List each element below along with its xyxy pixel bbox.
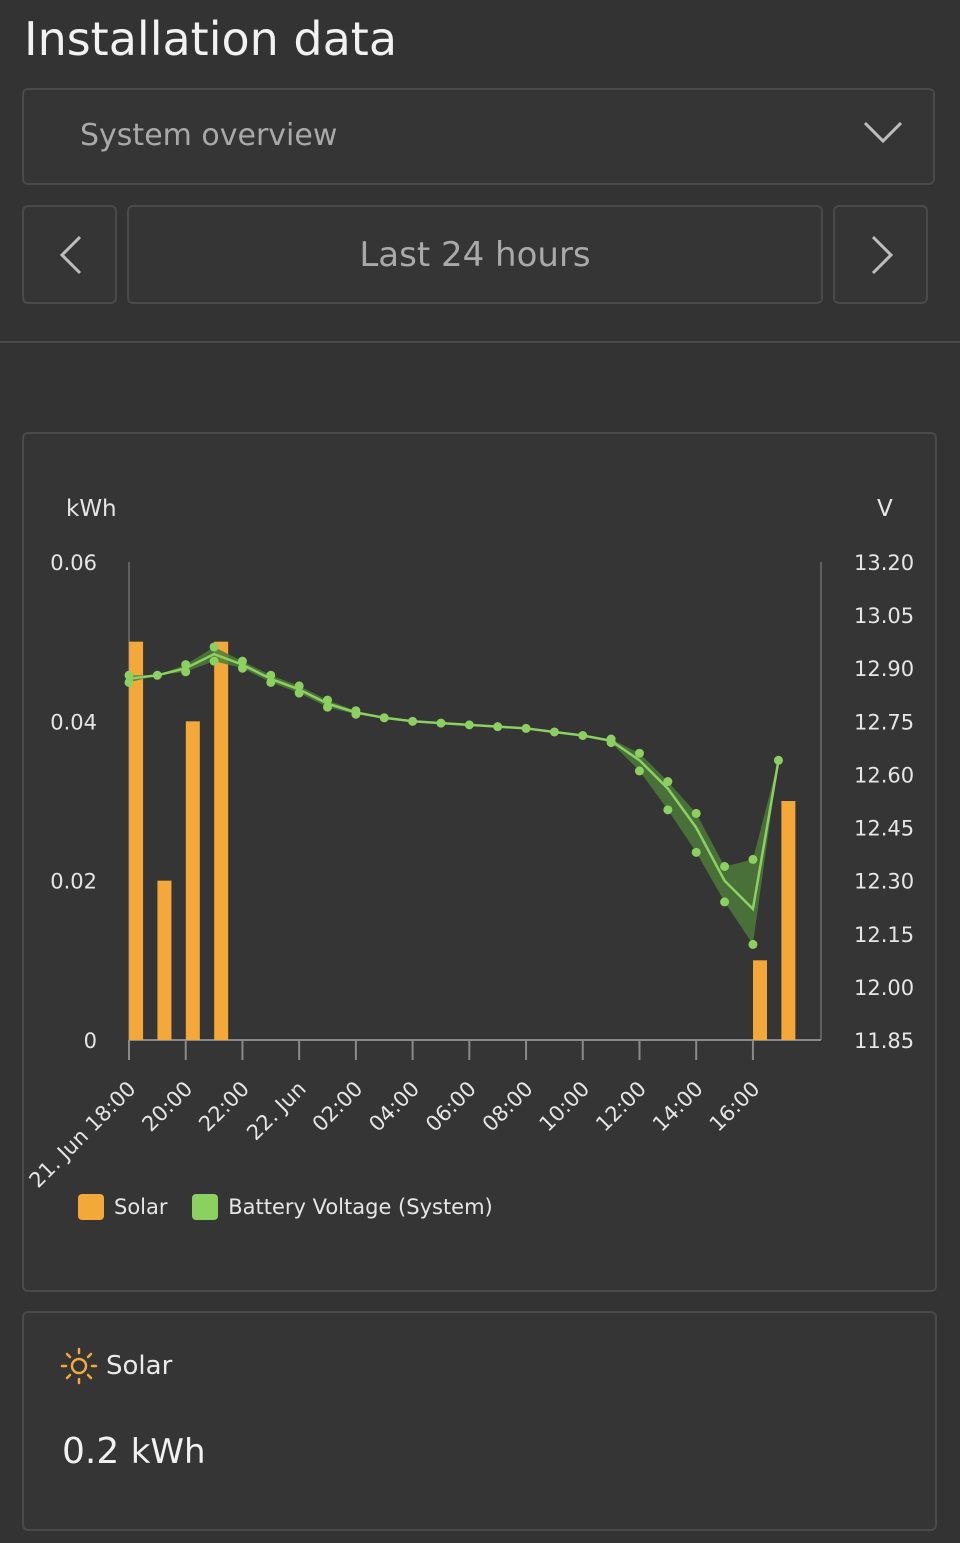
y-right-tick-label: 12.30: [854, 870, 914, 894]
legend-item-battery[interactable]: Battery Voltage (System): [192, 1194, 493, 1220]
battery-voltage-max-point: [266, 670, 276, 680]
x-tick-label: 12:00: [591, 1077, 651, 1137]
chart-legend: Solar Battery Voltage (System): [78, 1194, 511, 1225]
battery-voltage-max-point: [181, 660, 191, 670]
battery-voltage-max-point: [294, 681, 304, 691]
y-left-axis-title: kWh: [66, 496, 117, 522]
battery-voltage-min-point: [124, 677, 134, 687]
next-period-button[interactable]: [833, 205, 928, 304]
x-tick-label: 14:00: [648, 1077, 708, 1137]
divider: [0, 341, 960, 343]
legend-label-battery: Battery Voltage (System): [228, 1195, 493, 1219]
battery-voltage-max-point: [323, 695, 333, 705]
battery-voltage-max-point: [152, 670, 162, 680]
battery-voltage-max-point: [464, 720, 474, 730]
battery-voltage-max-point: [436, 718, 446, 728]
battery-voltage-max-point: [124, 670, 134, 680]
page-title: Installation data: [24, 12, 398, 66]
y-right-tick-label: 12.90: [854, 657, 914, 681]
summary-number: 0.2: [62, 1431, 120, 1472]
battery-voltage-min-point: [294, 688, 304, 698]
sun-icon: [60, 1347, 98, 1389]
view-select-value: System overview: [80, 118, 338, 153]
legend-swatch-battery: [192, 1194, 219, 1220]
chart: kWh V 0 0.02 0.04 0.06 11.85 12.00 12.15 12.30 12.…: [25, 496, 915, 1193]
x-tick-label: 02:00: [308, 1077, 368, 1137]
chevron-right-icon: [871, 235, 894, 275]
x-tick-label: 20:00: [137, 1077, 197, 1137]
y-right-tick-label: 12.45: [854, 817, 914, 841]
y-left-tick-label: 0.04: [50, 710, 97, 734]
battery-voltage-max-point: [493, 722, 503, 732]
battery-voltage-max-point: [663, 777, 673, 787]
x-tick-label: 21. Jun 18:00: [25, 1077, 141, 1193]
battery-voltage-min-point: [266, 677, 276, 687]
battery-voltage-max-point: [691, 808, 701, 818]
y-right-tick-label: 12.60: [854, 763, 914, 787]
y-left-tick-label: 0: [84, 1029, 97, 1053]
solar-bar: [753, 960, 768, 1040]
battery-voltage-min-point: [720, 897, 730, 907]
chevron-left-icon: [59, 235, 82, 275]
battery-voltage-min-point: [663, 805, 673, 815]
view-select[interactable]: System overview: [22, 88, 935, 185]
battery-voltage-max-point: [720, 862, 730, 872]
legend-label-solar: Solar: [114, 1195, 168, 1219]
battery-voltage-line: [128, 652, 780, 912]
y-right-tick-label: 12.00: [854, 976, 914, 1000]
battery-voltage-min-point: [691, 847, 701, 857]
x-tick-label: 08:00: [478, 1077, 538, 1137]
battery-voltage-max-point: [773, 755, 783, 765]
battery-voltage-min-point: [748, 939, 758, 949]
x-tick-label: 10:00: [535, 1077, 595, 1137]
battery-voltage-max-point: [578, 730, 588, 740]
solar-bar: [185, 721, 200, 1040]
y-right-tick-label: 12.75: [854, 710, 914, 734]
x-tick-label: 22. Jun: [242, 1077, 311, 1146]
y-right-tick-label: 13.05: [854, 604, 914, 628]
y-right-tick-label: 11.85: [854, 1029, 914, 1053]
summary-label: Solar: [106, 1351, 173, 1381]
y-right-tick-label: 13.20: [854, 551, 914, 575]
battery-voltage-min-point: [606, 738, 616, 748]
legend-swatch-solar: [78, 1194, 104, 1220]
solar-bar: [129, 641, 144, 1040]
y-left-tick-label: 0.02: [50, 870, 97, 894]
battery-voltage-max-point: [634, 748, 644, 758]
battery-voltage-min-point: [323, 702, 333, 712]
period-label: Last 24 hours: [127, 205, 823, 304]
chart-card: kWh V 0 0.02 0.04 0.06 11.85 12.00 12.15 12.30 12.…: [22, 432, 937, 1292]
battery-voltage-max-point: [748, 854, 758, 864]
battery-voltage-max-point: [379, 713, 389, 723]
x-tick-label: 06:00: [421, 1077, 481, 1137]
battery-voltage-min-point: [209, 656, 219, 666]
chevron-down-icon: [863, 120, 903, 148]
solar-summary-card: Solar 0.2 kWh: [22, 1311, 937, 1531]
y-right-axis-title: V: [877, 496, 893, 522]
battery-voltage-max-point: [408, 716, 418, 726]
previous-period-button[interactable]: [22, 205, 117, 304]
battery-voltage-max-point: [521, 723, 531, 733]
x-tick-label: 16:00: [705, 1077, 765, 1137]
battery-voltage-min-point: [351, 709, 361, 719]
solar-bar: [214, 641, 229, 1040]
summary-value: 0.2 kWh: [62, 1431, 206, 1472]
battery-voltage-min-point: [634, 766, 644, 776]
battery-voltage-max-point: [549, 727, 559, 737]
legend-item-solar[interactable]: Solar: [78, 1194, 168, 1220]
y-left-tick-label: 0.06: [50, 551, 97, 575]
battery-voltage-min-point: [181, 667, 191, 677]
solar-bar: [781, 801, 796, 1040]
battery-voltage-max-point: [237, 656, 247, 666]
y-right-tick-label: 12.15: [854, 923, 914, 947]
period-label-text: Last 24 hours: [359, 235, 591, 275]
summary-unit: kWh: [130, 1432, 206, 1472]
solar-bar: [157, 880, 172, 1040]
battery-voltage-min-point: [237, 663, 247, 673]
battery-voltage-max-point: [209, 642, 219, 652]
x-tick-label: 04:00: [364, 1077, 424, 1137]
